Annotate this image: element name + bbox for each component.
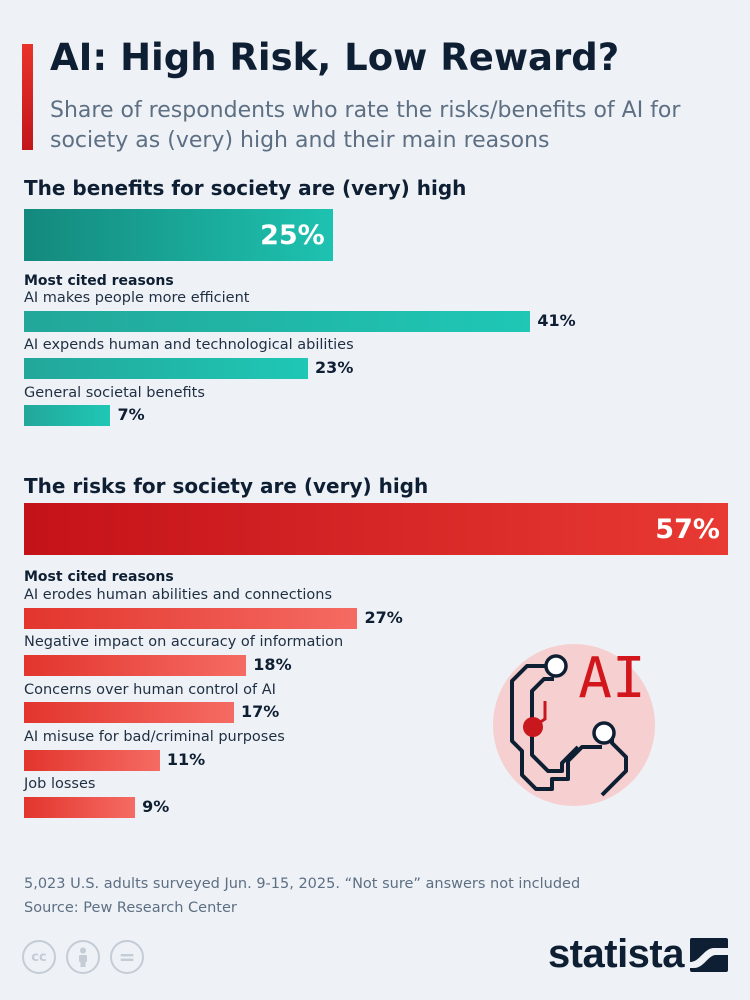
risk-reason-label-1: AI erodes human abilities and connection… bbox=[24, 587, 333, 603]
white-node-right bbox=[592, 721, 616, 745]
brand-name: statista bbox=[547, 932, 685, 976]
statista-logo[interactable]: statista bbox=[548, 932, 728, 977]
attribution-icon[interactable] bbox=[66, 940, 100, 974]
title-accent-bar bbox=[22, 44, 33, 150]
benefit-reason-bar-3 bbox=[24, 405, 111, 426]
risk-reason-bar-3 bbox=[24, 702, 234, 723]
license-icons: cc = bbox=[22, 940, 144, 974]
benefits-total-bar: 25% bbox=[24, 209, 333, 261]
benefits-heading: The benefits for society are (very) high bbox=[24, 176, 467, 200]
risk-reason-label-3: Concerns over human control of AI bbox=[24, 682, 276, 698]
survey-note: 5,023 U.S. adults surveyed Jun. 9-15, 20… bbox=[24, 876, 581, 892]
source-note: Source: Pew Research Center bbox=[24, 900, 237, 916]
risk-reason-bar-4 bbox=[24, 750, 160, 771]
risk-reason-label-4: AI misuse for bad/criminal purposes bbox=[24, 729, 285, 745]
statista-mark-icon bbox=[690, 937, 728, 972]
person-icon bbox=[79, 947, 87, 967]
risk-reason-value-2: 18% bbox=[253, 655, 292, 674]
circuit-trace-outer bbox=[510, 664, 602, 791]
risks-total-value: 57% bbox=[655, 513, 720, 545]
benefit-reason-value-1: 41% bbox=[537, 311, 576, 330]
ai-label: AI bbox=[578, 646, 645, 711]
page-title: AI: High Risk, Low Reward? bbox=[50, 36, 620, 79]
risk-reason-bar-2 bbox=[24, 655, 247, 676]
benefit-reason-bar-2 bbox=[24, 358, 309, 379]
risk-reason-value-5: 9% bbox=[142, 797, 170, 816]
risks-total-bar: 57% bbox=[24, 503, 728, 555]
benefits-reasons-heading: Most cited reasons bbox=[24, 273, 174, 289]
red-node bbox=[523, 717, 543, 737]
risk-reason-bar-1 bbox=[24, 608, 358, 629]
risk-reason-label-2: Negative impact on accuracy of informati… bbox=[24, 634, 344, 650]
ai-circuit-icon: AI bbox=[493, 644, 655, 806]
risk-reason-label-5: Job losses bbox=[24, 776, 96, 792]
benefits-total-value: 25% bbox=[260, 219, 325, 251]
risks-reasons-heading: Most cited reasons bbox=[24, 569, 174, 585]
benefit-reason-label-1: AI makes people more efficient bbox=[24, 290, 250, 306]
white-node-top bbox=[544, 654, 568, 678]
risk-reason-bar-5 bbox=[24, 797, 136, 818]
benefit-reason-bar-1 bbox=[24, 311, 531, 332]
cc-icon[interactable]: cc bbox=[22, 940, 56, 974]
benefit-reason-label-2: AI expends human and technological abili… bbox=[24, 337, 354, 353]
benefit-reason-label-3: General societal benefits bbox=[24, 385, 205, 401]
risks-heading: The risks for society are (very) high bbox=[24, 474, 429, 498]
risk-reason-value-1: 27% bbox=[364, 608, 403, 627]
risk-reason-value-4: 11% bbox=[166, 750, 206, 769]
no-derivatives-icon[interactable]: = bbox=[110, 940, 144, 974]
circuit-trace-inner bbox=[530, 677, 580, 773]
page-subtitle: Share of respondents who rate the risks/… bbox=[50, 98, 681, 153]
illustration-background bbox=[493, 644, 655, 806]
risk-reason-value-3: 17% bbox=[240, 702, 280, 721]
benefit-reason-value-3: 7% bbox=[117, 405, 145, 424]
benefit-reason-value-2: 23% bbox=[315, 358, 354, 377]
